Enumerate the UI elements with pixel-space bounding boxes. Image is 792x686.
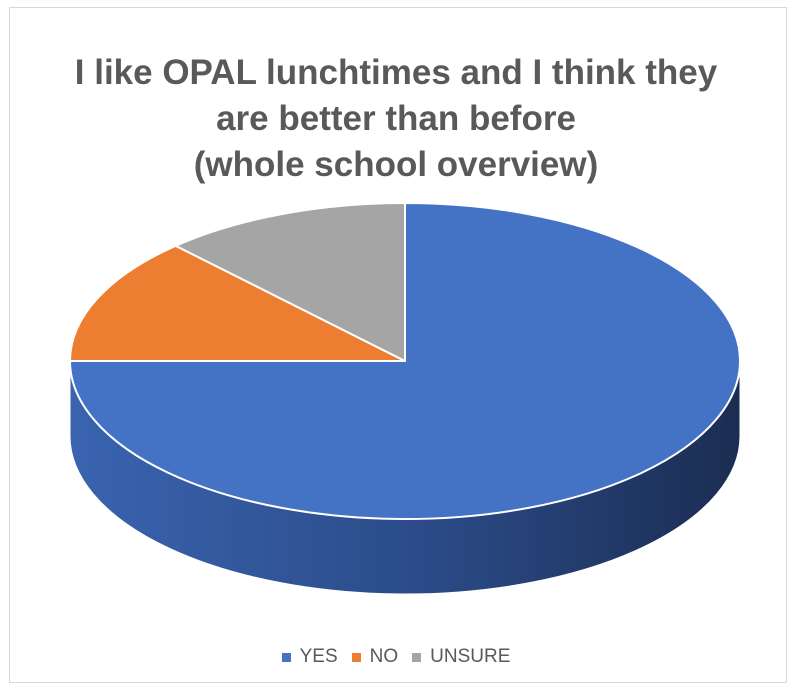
legend-swatch-unsure bbox=[412, 652, 422, 662]
legend-label-unsure: UNSURE bbox=[430, 646, 511, 667]
pie-slice-no bbox=[69, 244, 406, 362]
legend-label-yes: YES bbox=[299, 646, 338, 667]
legend-item-unsure: UNSURE bbox=[412, 646, 510, 668]
chart-title-line-2: are better than before bbox=[216, 99, 576, 138]
legend-swatch-no bbox=[351, 652, 361, 662]
legend-item-no: NO bbox=[351, 646, 399, 668]
chart-title-line-3: (whole school overview) bbox=[193, 145, 599, 184]
chart-legend: YES NO UNSURE bbox=[0, 644, 792, 670]
pie-slice-unsure bbox=[174, 202, 406, 362]
pie-top-face bbox=[69, 202, 741, 520]
legend-swatch-yes bbox=[281, 652, 291, 662]
legend-label-no: NO bbox=[369, 646, 399, 667]
legend-item-yes: YES bbox=[281, 646, 338, 668]
chart-title: I like OPAL lunchtimes and I think they … bbox=[0, 50, 792, 188]
pie-slice-yes bbox=[69, 202, 741, 520]
chart-title-line-1: I like OPAL lunchtimes and I think they bbox=[74, 53, 718, 92]
